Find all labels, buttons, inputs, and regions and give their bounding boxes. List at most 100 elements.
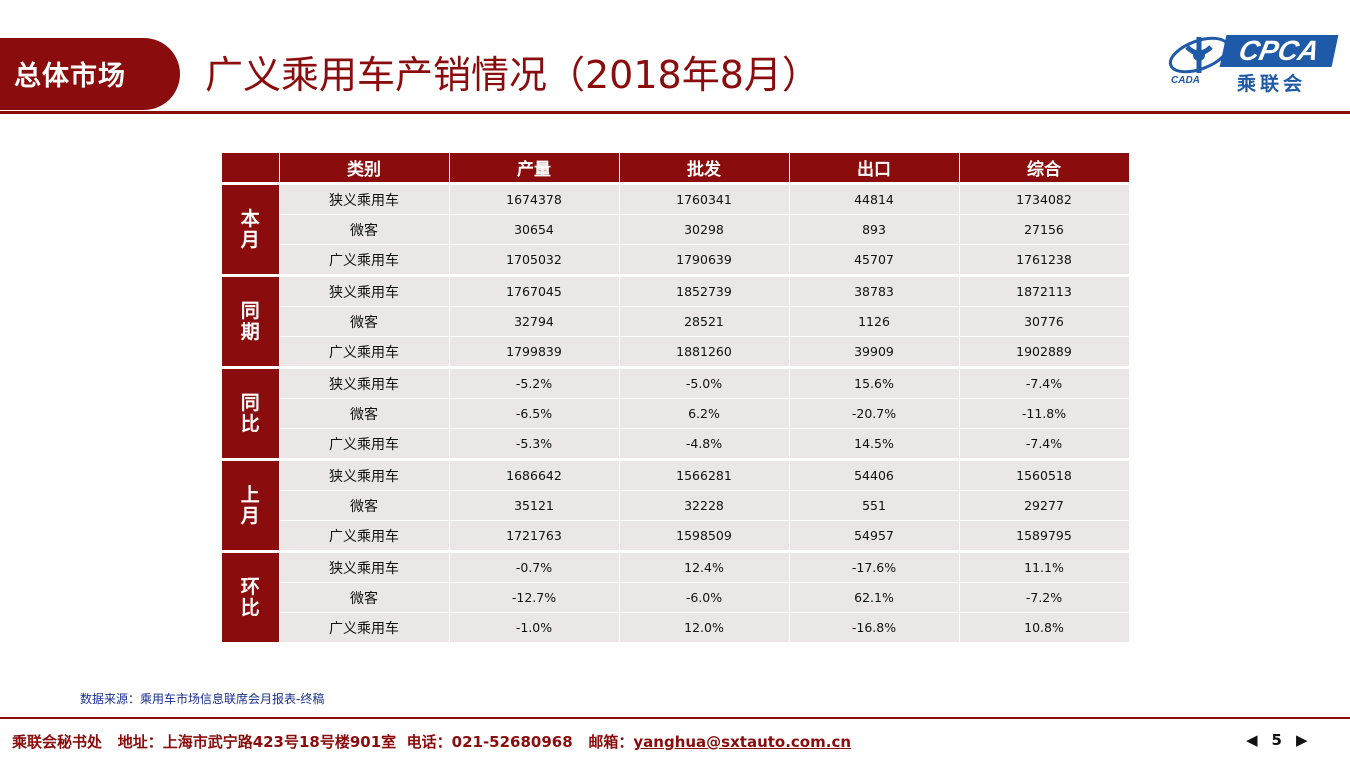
- page-number: 5: [1271, 731, 1282, 749]
- column-header: 综合: [959, 153, 1130, 184]
- group-label-cell: 本月: [222, 182, 280, 276]
- value-cell: -12.7%: [449, 582, 620, 613]
- group-label-cell: 同期: [222, 274, 280, 368]
- header-group-cell: [222, 153, 280, 184]
- value-cell: -17.6%: [789, 550, 960, 583]
- footer-contact: 乘联会秘书处 地址：上海市武宁路423号18号楼901室 电话：021-5268…: [12, 731, 851, 752]
- group-label: 上月: [240, 483, 260, 527]
- footer-phone: 电话：021-52680968: [406, 733, 573, 751]
- value-cell: 38783: [789, 274, 960, 307]
- group-label-cell: 同比: [222, 366, 280, 460]
- table-row: 环比 狭义乘用车 -0.7% 12.4% -17.6% 11.1%: [222, 550, 1130, 642]
- table-row: 上月 狭义乘用车 1686642 1566281 54406 1560518: [222, 458, 1130, 552]
- table-row: 本月 狭义乘用车 1674378 1760341 44814 1734082: [222, 182, 1130, 276]
- value-cell: 54406: [789, 458, 960, 491]
- value-cell: 1902889: [959, 336, 1130, 368]
- value-cell: 30298: [619, 214, 790, 245]
- value-cell: 1760341: [619, 182, 790, 215]
- logo-cn-text: 乘联会: [1237, 73, 1307, 95]
- category-cell: 微客: [279, 490, 450, 521]
- value-cell: 1566281: [619, 458, 790, 491]
- footer-email-link[interactable]: yanghua@sxtauto.com.cn: [633, 733, 852, 751]
- value-cell: 35121: [449, 490, 620, 521]
- section-badge: 总体市场: [0, 38, 180, 110]
- value-cell: 32228: [619, 490, 790, 521]
- table-row: 同期 狭义乘用车 1767045 1852739 38783 1872113: [222, 274, 1130, 368]
- value-cell: 1767045: [449, 274, 620, 307]
- value-cell: 44814: [789, 182, 960, 215]
- value-cell: 1598509: [619, 520, 790, 552]
- footer-org: 乘联会秘书处: [12, 733, 103, 751]
- group-label: 同比: [240, 391, 260, 435]
- value-cell: 28521: [619, 306, 790, 337]
- value-cell: 1674378: [449, 182, 620, 215]
- table-row: 广义乘用车 1705032 1790639 45707 1761238: [222, 244, 1130, 276]
- value-cell: 893: [789, 214, 960, 245]
- logo-sub-text: CADA: [1171, 75, 1200, 86]
- footer-divider: [0, 717, 1350, 719]
- value-cell: 1686642: [449, 458, 620, 491]
- triangle-right-icon[interactable]: ▶: [1295, 731, 1308, 749]
- table-row: 同比 狭义乘用车 -5.2% -5.0% 15.6% -7.4%: [222, 366, 1130, 460]
- value-cell: 1872113: [959, 274, 1130, 307]
- value-cell: -7.2%: [959, 582, 1130, 613]
- group-label: 本月: [240, 207, 260, 251]
- column-header: 批发: [619, 153, 790, 184]
- value-cell: 45707: [789, 244, 960, 276]
- value-cell: 12.4%: [619, 550, 790, 583]
- header-divider: [0, 111, 1350, 114]
- value-cell: 30776: [959, 306, 1130, 337]
- table-row: 微客 32794 28521 1126 30776: [222, 306, 1130, 337]
- production-sales-table: 类别 产量 批发 出口 综合 本月 狭义乘用车 1674378 1760341 4481…: [222, 153, 1130, 642]
- value-cell: -0.7%: [449, 550, 620, 583]
- value-cell: -5.2%: [449, 366, 620, 399]
- category-cell: 微客: [279, 582, 450, 613]
- table-row: 微客 30654 30298 893 27156: [222, 214, 1130, 245]
- value-cell: 54957: [789, 520, 960, 552]
- group-label: 同期: [240, 299, 260, 343]
- column-header: 出口: [789, 153, 960, 184]
- table-row: 微客 -12.7% -6.0% 62.1% -7.2%: [222, 582, 1130, 613]
- table-row: 微客 -6.5% 6.2% -20.7% -11.8%: [222, 398, 1130, 429]
- value-cell: -5.3%: [449, 428, 620, 460]
- table-row: 广义乘用车 1721763 1598509 54957 1589795: [222, 520, 1130, 552]
- triangle-left-icon[interactable]: ◀: [1246, 731, 1258, 749]
- value-cell: 11.1%: [959, 550, 1130, 583]
- value-cell: 1705032: [449, 244, 620, 276]
- value-cell: 29277: [959, 490, 1130, 521]
- table-row: 广义乘用车 -1.0% 12.0% -16.8% 10.8%: [222, 612, 1130, 642]
- value-cell: 62.1%: [789, 582, 960, 613]
- table-row: 微客 35121 32228 551 29277: [222, 490, 1130, 521]
- value-cell: -4.8%: [619, 428, 790, 460]
- value-cell: 27156: [959, 214, 1130, 245]
- category-cell: 广义乘用车: [279, 520, 450, 552]
- value-cell: 1721763: [449, 520, 620, 552]
- category-cell: 微客: [279, 306, 450, 337]
- category-cell: 广义乘用车: [279, 612, 450, 642]
- value-cell: -7.4%: [959, 366, 1130, 399]
- value-cell: 551: [789, 490, 960, 521]
- category-cell: 狭义乘用车: [279, 274, 450, 307]
- category-cell: 狭义乘用车: [279, 550, 450, 583]
- value-cell: -5.0%: [619, 366, 790, 399]
- value-cell: 30654: [449, 214, 620, 245]
- value-cell: 15.6%: [789, 366, 960, 399]
- footer-email-label: 邮箱：: [588, 733, 634, 751]
- group-label: 环比: [240, 575, 260, 619]
- value-cell: -11.8%: [959, 398, 1130, 429]
- category-cell: 广义乘用车: [279, 244, 450, 276]
- value-cell: 1560518: [959, 458, 1130, 491]
- category-cell: 广义乘用车: [279, 428, 450, 460]
- table-row: 广义乘用车 1799839 1881260 39909 1902889: [222, 336, 1130, 368]
- group-label-cell: 环比: [222, 550, 280, 642]
- value-cell: -6.5%: [449, 398, 620, 429]
- value-cell: 1799839: [449, 336, 620, 368]
- value-cell: 1790639: [619, 244, 790, 276]
- data-source-note: 数据来源：乘用车市场信息联席会月报表-终稿: [80, 692, 325, 706]
- value-cell: -16.8%: [789, 612, 960, 642]
- column-header: 类别: [279, 153, 450, 184]
- value-cell: 1126: [789, 306, 960, 337]
- pager: ◀ 5 ▶: [1246, 731, 1308, 749]
- value-cell: 1881260: [619, 336, 790, 368]
- group-label-cell: 上月: [222, 458, 280, 552]
